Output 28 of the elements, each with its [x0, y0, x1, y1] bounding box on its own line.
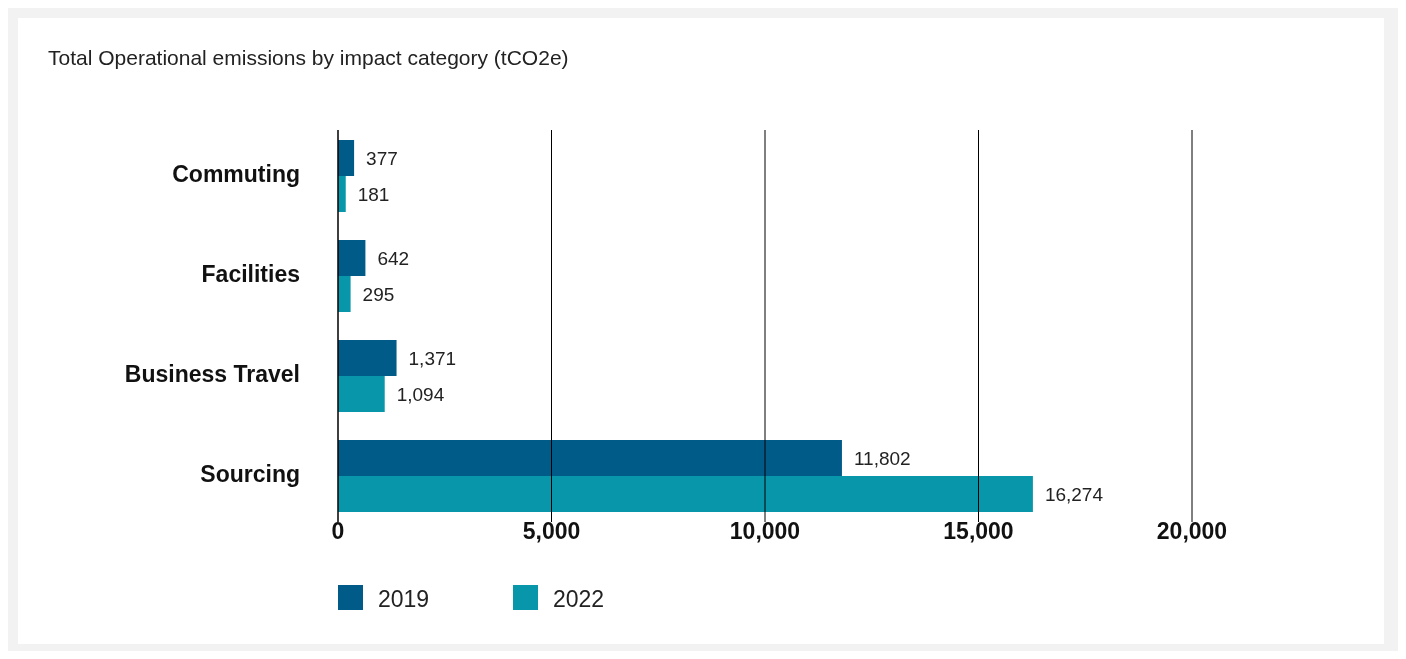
data-label: 1,094 [396, 384, 445, 405]
bar [338, 140, 355, 176]
bar [338, 176, 346, 212]
data-label: 1,371 [408, 348, 457, 369]
bar [338, 440, 842, 476]
x-tick-label: 5,000 [522, 518, 581, 544]
data-label: 295 [362, 284, 395, 305]
bar [338, 240, 366, 276]
y-tick-label: Facilities [201, 261, 300, 287]
legend-label: 2019 [378, 586, 430, 612]
data-label: 11,802 [853, 448, 911, 469]
x-tick-label: 10,000 [729, 518, 801, 544]
bar [338, 376, 385, 412]
x-tick-label: 15,000 [943, 518, 1014, 544]
data-label: 642 [377, 248, 410, 269]
chart-title: Total Operational emissions by impact category (tCO2e) [48, 46, 569, 69]
data-label: 377 [366, 148, 398, 169]
y-tick-label: Commuting [172, 161, 300, 187]
data-label: 181 [357, 184, 390, 205]
data-label: 16,274 [1044, 484, 1104, 505]
legend-label: 2022 [553, 586, 605, 612]
bar [338, 340, 397, 376]
bar [338, 276, 351, 312]
bar [338, 476, 1033, 512]
y-tick-label: Business Travel [124, 361, 300, 387]
x-tick-label: 0 [331, 518, 345, 544]
y-tick-label: Sourcing [200, 461, 300, 487]
x-tick-label: 20,000 [1156, 518, 1228, 544]
